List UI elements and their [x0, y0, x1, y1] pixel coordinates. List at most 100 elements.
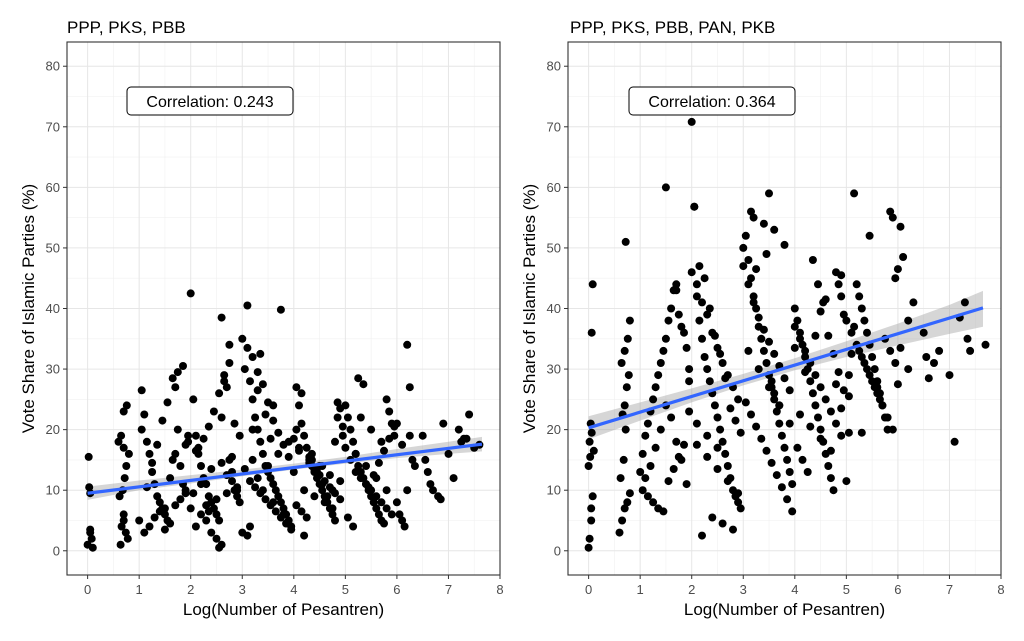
- data-point: [588, 492, 597, 501]
- data-point: [698, 334, 706, 343]
- data-point: [966, 346, 975, 355]
- data-point: [790, 304, 799, 313]
- data-point: [238, 334, 247, 343]
- data-point: [616, 474, 625, 483]
- correlation-annotation: Correlation: 0.243: [126, 86, 294, 116]
- data-point: [274, 492, 283, 501]
- data-point: [749, 213, 758, 222]
- data-point: [801, 353, 810, 361]
- data-point: [826, 407, 835, 416]
- data-point: [215, 516, 224, 525]
- data-point: [181, 489, 190, 498]
- data-point: [228, 452, 236, 461]
- data-point: [587, 328, 596, 337]
- data-point: [171, 501, 180, 510]
- y-tick-label: 50: [547, 240, 561, 255]
- data-point: [747, 274, 755, 283]
- data-point: [873, 389, 882, 398]
- data-point: [333, 413, 342, 422]
- data-point: [349, 522, 358, 531]
- data-point: [651, 383, 660, 392]
- x-axis-label: Log(Number of Pesantren): [684, 600, 885, 619]
- data-point: [806, 377, 815, 386]
- data-point: [888, 213, 897, 222]
- data-point: [87, 534, 96, 543]
- data-point: [615, 528, 624, 537]
- data-point: [772, 407, 781, 416]
- data-point: [586, 452, 595, 461]
- data-point: [168, 374, 177, 383]
- data-point: [922, 353, 931, 361]
- data-point: [801, 346, 810, 355]
- y-axis-label: Vote Share of Islamic Parties (%): [19, 184, 38, 433]
- data-point: [392, 419, 401, 428]
- data-point: [212, 510, 221, 519]
- data-point: [266, 434, 275, 443]
- data-point: [741, 398, 750, 407]
- data-point: [367, 425, 376, 434]
- data-point: [752, 265, 761, 274]
- data-point: [331, 437, 339, 446]
- data-point: [863, 328, 871, 337]
- data-point: [585, 437, 594, 446]
- data-point: [207, 528, 216, 537]
- data-point: [222, 383, 231, 392]
- data-point: [587, 504, 596, 513]
- data-point: [896, 343, 905, 352]
- data-point: [770, 389, 779, 398]
- data-point: [336, 495, 345, 504]
- data-point: [215, 543, 224, 552]
- data-point: [248, 425, 257, 434]
- data-point: [680, 440, 688, 449]
- data-point: [212, 495, 221, 504]
- data-point: [403, 340, 412, 349]
- confidence-band: [588, 290, 983, 440]
- data-point: [405, 383, 414, 392]
- data-point: [346, 425, 355, 434]
- data-point: [860, 359, 869, 367]
- data-point: [672, 437, 681, 446]
- data-point: [421, 455, 430, 464]
- data-point: [685, 377, 694, 386]
- data-point: [826, 446, 835, 455]
- data-point: [328, 504, 337, 513]
- data-point: [585, 534, 594, 543]
- data-point: [449, 474, 458, 483]
- data-point: [765, 383, 773, 392]
- data-point: [204, 492, 213, 501]
- data-point: [274, 449, 283, 458]
- y-tick-label: 30: [46, 362, 60, 377]
- data-point: [674, 310, 683, 319]
- data-point: [847, 328, 856, 337]
- data-point: [408, 455, 417, 464]
- data-point: [775, 401, 784, 410]
- data-point: [762, 359, 771, 367]
- data-point: [331, 516, 339, 525]
- data-point: [857, 304, 866, 313]
- data-point: [429, 486, 437, 495]
- data-point: [120, 474, 129, 483]
- data-point: [122, 462, 131, 470]
- data-point: [119, 510, 128, 519]
- data-point: [837, 431, 846, 440]
- data-point: [235, 498, 244, 507]
- data-point: [382, 486, 391, 495]
- data-point: [703, 431, 712, 440]
- data-point: [266, 474, 275, 483]
- x-tick-label: 5: [843, 582, 850, 597]
- data-point: [163, 398, 172, 407]
- data-point: [870, 365, 879, 374]
- data-point: [354, 462, 363, 470]
- x-tick-label: 1: [637, 582, 644, 597]
- data-point: [832, 419, 840, 428]
- data-point: [747, 207, 755, 216]
- data-point: [816, 434, 825, 443]
- data-point: [703, 365, 712, 374]
- data-point: [328, 510, 337, 519]
- data-point: [137, 425, 146, 434]
- data-point: [685, 365, 694, 374]
- data-point: [271, 507, 280, 516]
- data-point: [246, 377, 254, 386]
- data-point: [620, 401, 629, 410]
- data-point: [276, 498, 285, 507]
